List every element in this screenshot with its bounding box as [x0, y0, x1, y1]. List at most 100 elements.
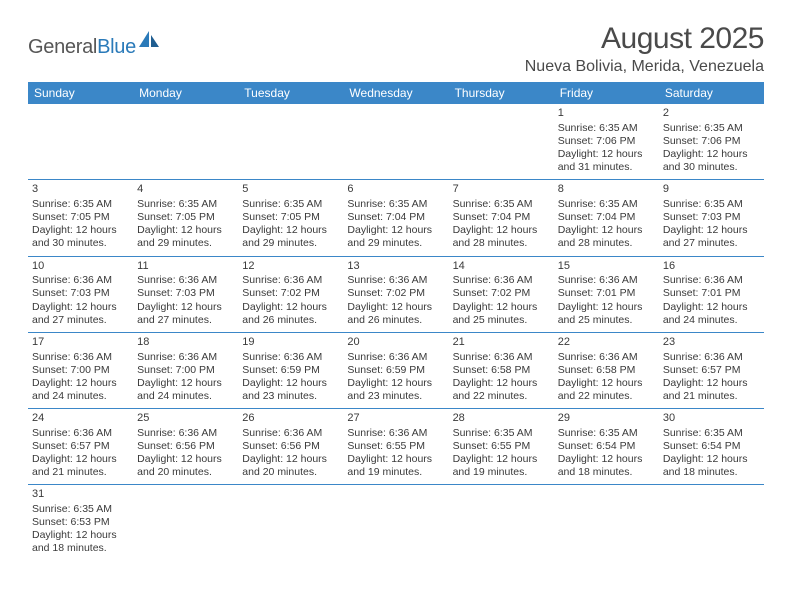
sun-info-line: Daylight: 12 hours — [347, 377, 444, 390]
calendar-day-cell: 1Sunrise: 6:35 AMSunset: 7:06 PMDaylight… — [554, 104, 659, 180]
sun-info-line: Daylight: 12 hours — [663, 377, 760, 390]
calendar-day-cell: 14Sunrise: 6:36 AMSunset: 7:02 PMDayligh… — [449, 256, 554, 332]
header: GeneralBlue August 2025 Nueva Bolivia, M… — [28, 22, 764, 76]
sun-info-line: and 30 minutes. — [32, 237, 129, 250]
sun-info-line: and 25 minutes. — [453, 314, 550, 327]
day-header-row: Sunday Monday Tuesday Wednesday Thursday… — [28, 82, 764, 104]
calendar-day-cell: 24Sunrise: 6:36 AMSunset: 6:57 PMDayligh… — [28, 409, 133, 485]
sun-info-line: and 29 minutes. — [347, 237, 444, 250]
sun-info-line: Daylight: 12 hours — [663, 148, 760, 161]
sun-info-line: Sunrise: 6:35 AM — [242, 198, 339, 211]
calendar-day-cell: 8Sunrise: 6:35 AMSunset: 7:04 PMDaylight… — [554, 180, 659, 256]
sun-info-line: Daylight: 12 hours — [558, 453, 655, 466]
day-number: 8 — [558, 183, 655, 197]
calendar-day-cell: 21Sunrise: 6:36 AMSunset: 6:58 PMDayligh… — [449, 332, 554, 408]
sun-info-line: Daylight: 12 hours — [347, 224, 444, 237]
day-header: Tuesday — [238, 82, 343, 104]
sun-info-line: Sunrise: 6:35 AM — [663, 427, 760, 440]
day-number: 11 — [137, 260, 234, 274]
calendar-table: Sunday Monday Tuesday Wednesday Thursday… — [28, 82, 764, 561]
calendar-day-cell: 28Sunrise: 6:35 AMSunset: 6:55 PMDayligh… — [449, 409, 554, 485]
day-number: 16 — [663, 260, 760, 274]
sun-info-line: and 29 minutes. — [242, 237, 339, 250]
sun-info-line: Sunrise: 6:36 AM — [453, 274, 550, 287]
day-number: 27 — [347, 412, 444, 426]
sun-info-line: and 30 minutes. — [663, 161, 760, 174]
sun-info-line: Sunrise: 6:35 AM — [663, 122, 760, 135]
calendar-day-cell — [449, 104, 554, 180]
calendar-day-cell: 18Sunrise: 6:36 AMSunset: 7:00 PMDayligh… — [133, 332, 238, 408]
sun-info-line: Sunrise: 6:36 AM — [137, 427, 234, 440]
calendar-day-cell: 6Sunrise: 6:35 AMSunset: 7:04 PMDaylight… — [343, 180, 448, 256]
day-number: 6 — [347, 183, 444, 197]
sun-info-line: and 25 minutes. — [558, 314, 655, 327]
sun-info-line: Daylight: 12 hours — [558, 377, 655, 390]
sun-info-line: Daylight: 12 hours — [558, 224, 655, 237]
sun-info-line: Sunrise: 6:35 AM — [558, 122, 655, 135]
month-title: August 2025 — [525, 22, 764, 56]
sun-info-line: and 28 minutes. — [558, 237, 655, 250]
sun-info-line: and 22 minutes. — [453, 390, 550, 403]
sun-info-line: Daylight: 12 hours — [663, 453, 760, 466]
sun-info-line: Daylight: 12 hours — [137, 377, 234, 390]
sun-info-line: Sunset: 6:57 PM — [663, 364, 760, 377]
sun-info-line: and 29 minutes. — [137, 237, 234, 250]
calendar-day-cell — [133, 104, 238, 180]
day-header: Wednesday — [343, 82, 448, 104]
calendar-day-cell: 25Sunrise: 6:36 AMSunset: 6:56 PMDayligh… — [133, 409, 238, 485]
day-number: 12 — [242, 260, 339, 274]
sun-info-line: Daylight: 12 hours — [453, 301, 550, 314]
calendar-day-cell: 5Sunrise: 6:35 AMSunset: 7:05 PMDaylight… — [238, 180, 343, 256]
day-number: 18 — [137, 336, 234, 350]
day-number: 2 — [663, 107, 760, 121]
sun-info-line: Sunset: 7:05 PM — [32, 211, 129, 224]
sun-info-line: Sunrise: 6:35 AM — [453, 198, 550, 211]
sun-info-line: Sunset: 6:58 PM — [558, 364, 655, 377]
sun-info-line: Sunset: 7:05 PM — [137, 211, 234, 224]
calendar-day-cell: 19Sunrise: 6:36 AMSunset: 6:59 PMDayligh… — [238, 332, 343, 408]
sun-info-line: Daylight: 12 hours — [137, 301, 234, 314]
sun-info-line: Sunset: 6:56 PM — [242, 440, 339, 453]
calendar-day-cell: 15Sunrise: 6:36 AMSunset: 7:01 PMDayligh… — [554, 256, 659, 332]
calendar-day-cell: 29Sunrise: 6:35 AMSunset: 6:54 PMDayligh… — [554, 409, 659, 485]
day-number: 14 — [453, 260, 550, 274]
sun-info-line: and 19 minutes. — [453, 466, 550, 479]
sun-info-line: Sunrise: 6:36 AM — [32, 274, 129, 287]
sun-info-line: and 23 minutes. — [347, 390, 444, 403]
sun-info-line: and 27 minutes. — [137, 314, 234, 327]
sun-info-line: Sunrise: 6:36 AM — [347, 274, 444, 287]
sun-info-line: Sunset: 7:04 PM — [558, 211, 655, 224]
sun-info-line: and 22 minutes. — [558, 390, 655, 403]
sun-info-line: Sunset: 7:06 PM — [558, 135, 655, 148]
sun-info-line: Sunrise: 6:36 AM — [347, 427, 444, 440]
sun-info-line: and 21 minutes. — [663, 390, 760, 403]
day-header: Thursday — [449, 82, 554, 104]
sun-info-line: Sunrise: 6:36 AM — [242, 274, 339, 287]
calendar-week-row: 3Sunrise: 6:35 AMSunset: 7:05 PMDaylight… — [28, 180, 764, 256]
sun-info-line: Sunrise: 6:35 AM — [558, 427, 655, 440]
sun-info-line: Sunset: 7:04 PM — [347, 211, 444, 224]
sun-info-line: Sunrise: 6:35 AM — [32, 503, 129, 516]
sun-info-line: Sunset: 7:03 PM — [137, 287, 234, 300]
sun-info-line: Daylight: 12 hours — [242, 453, 339, 466]
sun-info-line: Sunrise: 6:35 AM — [663, 198, 760, 211]
sun-info-line: Sunset: 6:58 PM — [453, 364, 550, 377]
day-number: 20 — [347, 336, 444, 350]
sun-info-line: Daylight: 12 hours — [558, 148, 655, 161]
calendar-day-cell: 16Sunrise: 6:36 AMSunset: 7:01 PMDayligh… — [659, 256, 764, 332]
sun-info-line: Sunset: 6:54 PM — [663, 440, 760, 453]
calendar-day-cell — [133, 485, 238, 561]
sun-info-line: Daylight: 12 hours — [32, 224, 129, 237]
day-number: 23 — [663, 336, 760, 350]
sun-info-line: Sunset: 7:02 PM — [347, 287, 444, 300]
sun-info-line: and 18 minutes. — [558, 466, 655, 479]
sun-info-line: Daylight: 12 hours — [347, 301, 444, 314]
location: Nueva Bolivia, Merida, Venezuela — [525, 58, 764, 76]
calendar-day-cell — [343, 485, 448, 561]
sun-info-line: Daylight: 12 hours — [453, 453, 550, 466]
calendar-day-cell: 11Sunrise: 6:36 AMSunset: 7:03 PMDayligh… — [133, 256, 238, 332]
sun-info-line: Sunset: 6:56 PM — [137, 440, 234, 453]
calendar-week-row: 17Sunrise: 6:36 AMSunset: 7:00 PMDayligh… — [28, 332, 764, 408]
sun-info-line: and 24 minutes. — [663, 314, 760, 327]
logo: GeneralBlue — [28, 30, 160, 65]
